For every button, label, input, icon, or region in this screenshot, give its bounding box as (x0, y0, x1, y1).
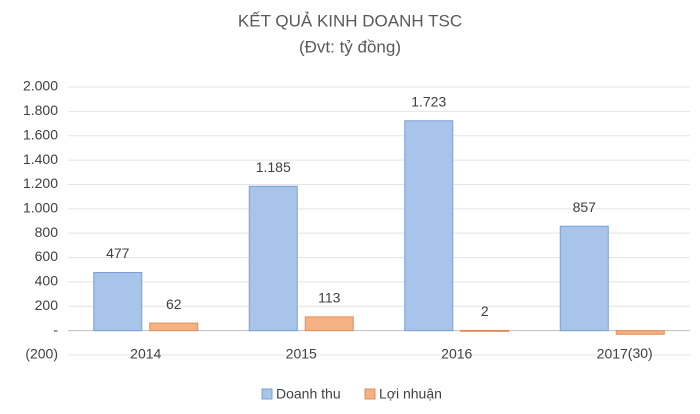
y-tick-label: - (53, 321, 58, 337)
x-tick-label: 2015 (286, 346, 317, 362)
y-tick-label: 400 (35, 273, 59, 289)
data-label: 1.185 (256, 159, 291, 175)
data-label: 62 (166, 296, 182, 312)
bar (304, 316, 354, 332)
y-tick-label: 800 (35, 224, 59, 240)
y-tick-label: 600 (35, 248, 59, 264)
y-tick-label: 1.800 (23, 102, 58, 118)
bar (615, 330, 665, 335)
data-label: 2 (481, 303, 489, 319)
y-tick-label: 1.000 (23, 200, 58, 216)
y-tick-label: 200 (35, 297, 59, 313)
bar (149, 322, 199, 332)
legend-label: Doanh thu (276, 386, 341, 402)
bar (93, 272, 143, 332)
bar (404, 120, 454, 332)
bar (559, 225, 609, 332)
legend-label: Lợi nhuận (379, 386, 442, 402)
x-tick-label: 2017 (597, 346, 628, 362)
data-label: 1.723 (411, 93, 446, 109)
data-label: 113 (318, 290, 341, 306)
data-label: 857 (573, 199, 597, 215)
bar (248, 185, 298, 332)
legend-swatch (364, 388, 376, 400)
y-tick-label: 2.000 (23, 78, 58, 94)
bar (460, 329, 510, 332)
data-label: (30) (628, 345, 653, 361)
y-tick-label: (200) (25, 346, 58, 362)
legend-swatch (261, 388, 273, 400)
x-tick-label: 2016 (441, 346, 472, 362)
y-tick-label: 1.400 (23, 151, 58, 167)
x-tick-label: 2014 (130, 346, 161, 362)
y-tick-label: 1.200 (23, 175, 58, 191)
y-tick-label: 1.600 (23, 126, 58, 142)
chart-title: KẾT QUẢ KINH DOANH TSC (238, 11, 462, 30)
data-label: 477 (106, 245, 130, 261)
chart-subtitle: (Đvt: tỷ đồng) (299, 37, 401, 56)
